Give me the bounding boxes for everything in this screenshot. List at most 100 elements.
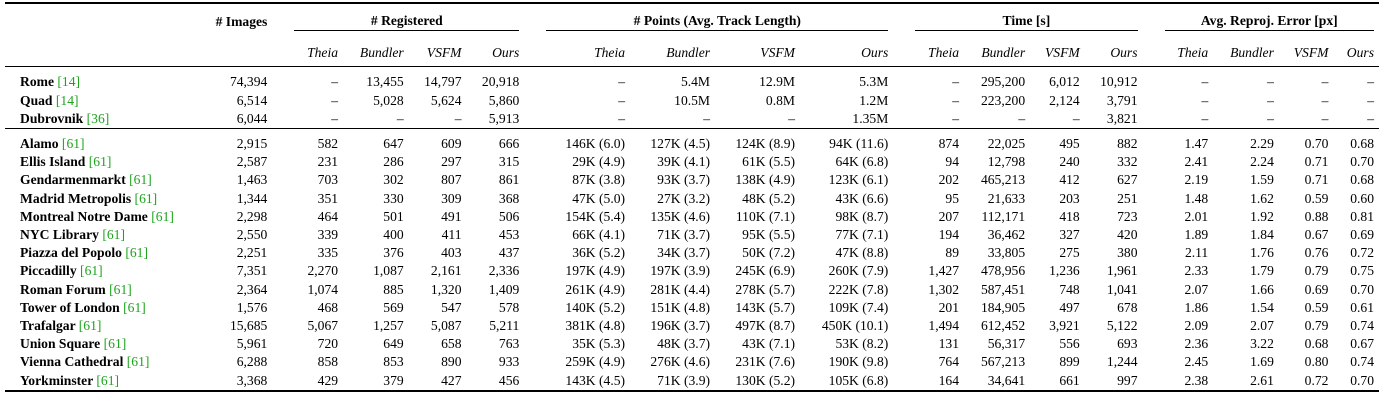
time-cell: 420 (1117, 227, 1138, 243)
time-cell: 1,244 (1106, 354, 1138, 370)
images-cell: 2,298 (236, 208, 268, 224)
images-header: # Images (215, 13, 268, 29)
time-cell: – (1072, 110, 1080, 126)
reg-cell: 464 (317, 208, 339, 224)
time-cell: 1,961 (1106, 263, 1138, 279)
subheader-vsfm: VSFM (426, 45, 462, 61)
points-cell: 154K (5.4) (565, 208, 626, 224)
reg-cell: – (331, 110, 339, 126)
reg-cell: 453 (498, 227, 520, 243)
citation-link[interactable]: [61] (129, 172, 152, 188)
table-row: Piazza del Popolo [61] 2,251 335 376 403 437 3… (5, 244, 1379, 262)
citation-link[interactable]: [61] (151, 208, 174, 224)
citation-link[interactable]: [61] (109, 281, 132, 297)
citation-link[interactable]: [36] (86, 110, 110, 126)
points-cell: 47K (8.8) (835, 245, 889, 261)
time-cell: 1,302 (928, 281, 960, 297)
err-cell: – (1367, 110, 1374, 126)
dataset-name: Piazza del Popolo [61] (5, 244, 197, 262)
points-cell: 47K (5.0) (572, 190, 626, 206)
citation-link[interactable]: [61] (125, 245, 149, 261)
reg-cell: 5,028 (373, 92, 404, 108)
dataset-label: Piazza del Popolo (20, 245, 122, 261)
time-cell: 164 (938, 372, 960, 388)
images-cell: 74,394 (229, 74, 268, 90)
images-cell: 2,915 (236, 136, 268, 152)
error-header: Avg. Reproj. Error [px] (1143, 3, 1379, 39)
images-cell: 15,685 (229, 318, 268, 334)
time-cell: 251 (1117, 190, 1138, 206)
table-row: Gendarmenmarkt [61] 1,463 703 302 807 861 87K … (5, 171, 1379, 189)
reg-cell: 5,067 (307, 318, 339, 334)
dataset-name: Roman Forum [61] (5, 281, 197, 299)
reg-cell: 351 (317, 190, 339, 206)
dataset-label: Trafalgar (20, 318, 76, 334)
points-cell: 66K (4.1) (572, 227, 626, 243)
citation-link[interactable]: [14] (57, 74, 81, 90)
citation-link[interactable]: [61] (134, 190, 158, 206)
points-cell: 12.9M (759, 74, 796, 90)
time-cell: 207 (938, 208, 960, 224)
points-cell: 138K (4.9) (735, 172, 796, 188)
err-cell: 0.70 (1350, 281, 1374, 297)
reg-cell: 1,257 (373, 318, 404, 334)
reg-cell: 720 (317, 336, 339, 352)
time-cell: 748 (1059, 281, 1080, 297)
citation-link[interactable]: [61] (96, 372, 120, 388)
err-cell: 0.68 (1350, 136, 1374, 152)
err-cell: 0.71 (1304, 172, 1329, 188)
err-cell: – (1321, 110, 1329, 126)
reg-cell: 703 (317, 172, 339, 188)
points-cell: 10.5M (674, 92, 711, 108)
time-cell: 478,956 (980, 263, 1026, 279)
reg-cell: 807 (441, 172, 462, 188)
time-cell: 201 (938, 299, 960, 315)
reg-cell: 647 (383, 136, 404, 152)
err-cell: 0.79 (1304, 263, 1329, 279)
results-table: # Images # Registered # Points (Avg. Tra… (5, 2, 1379, 392)
points-cell: 276K (4.6) (650, 354, 711, 370)
citation-link[interactable]: [61] (102, 227, 125, 243)
points-cell: 143K (4.5) (565, 372, 626, 388)
subheader-vsfm: VSFM (760, 45, 796, 61)
dataset-label: Piccadilly (20, 263, 77, 279)
points-cell: 151K (4.8) (650, 299, 711, 315)
citation-link[interactable]: [61] (80, 263, 103, 279)
dataset-label: Rome (20, 74, 54, 90)
table-row: Vienna Cathedral [61] 6,288 858 853 890 933 25… (5, 353, 1379, 371)
citation-link[interactable]: [61] (88, 154, 112, 170)
err-cell: 0.72 (1350, 245, 1374, 261)
err-cell: 1.76 (1250, 245, 1274, 261)
time-cell: 112,171 (981, 208, 1026, 224)
time-cell: 295,200 (980, 74, 1026, 90)
citation-link[interactable]: [14] (55, 92, 79, 108)
time-cell: 723 (1117, 208, 1138, 224)
citation-link[interactable]: [61] (61, 136, 85, 152)
dataset-name: Rome [14] (5, 67, 197, 92)
time-cell: 627 (1117, 172, 1138, 188)
citation-link[interactable]: [61] (78, 318, 102, 334)
subheader-theia: Theia (594, 45, 626, 61)
err-cell: 0.70 (1304, 136, 1329, 152)
citation-link[interactable]: [61] (123, 299, 146, 315)
dataset-label: Quad (20, 92, 53, 108)
err-cell: 0.68 (1350, 172, 1374, 188)
err-cell: 1.59 (1250, 172, 1274, 188)
reg-cell: 890 (441, 354, 462, 370)
reg-cell: 5,211 (489, 318, 520, 334)
points-cell: 450K (10.1) (821, 318, 889, 334)
citation-link[interactable]: [61] (126, 354, 150, 370)
err-cell: 0.80 (1304, 354, 1329, 370)
time-cell: 882 (1117, 136, 1138, 152)
time-cell: 874 (938, 136, 960, 152)
time-cell: 3,821 (1106, 110, 1138, 126)
time-cell: 2,124 (1049, 92, 1080, 108)
dataset-label: Montreal Notre Dame (20, 208, 148, 224)
time-cell: – (952, 74, 960, 90)
err-cell: 3.22 (1250, 336, 1274, 352)
citation-link[interactable]: [61] (103, 336, 127, 352)
time-header: Time [s] (893, 3, 1142, 39)
reg-cell: 491 (441, 208, 462, 224)
err-cell: 0.74 (1350, 354, 1374, 370)
reg-cell: 231 (317, 154, 339, 170)
